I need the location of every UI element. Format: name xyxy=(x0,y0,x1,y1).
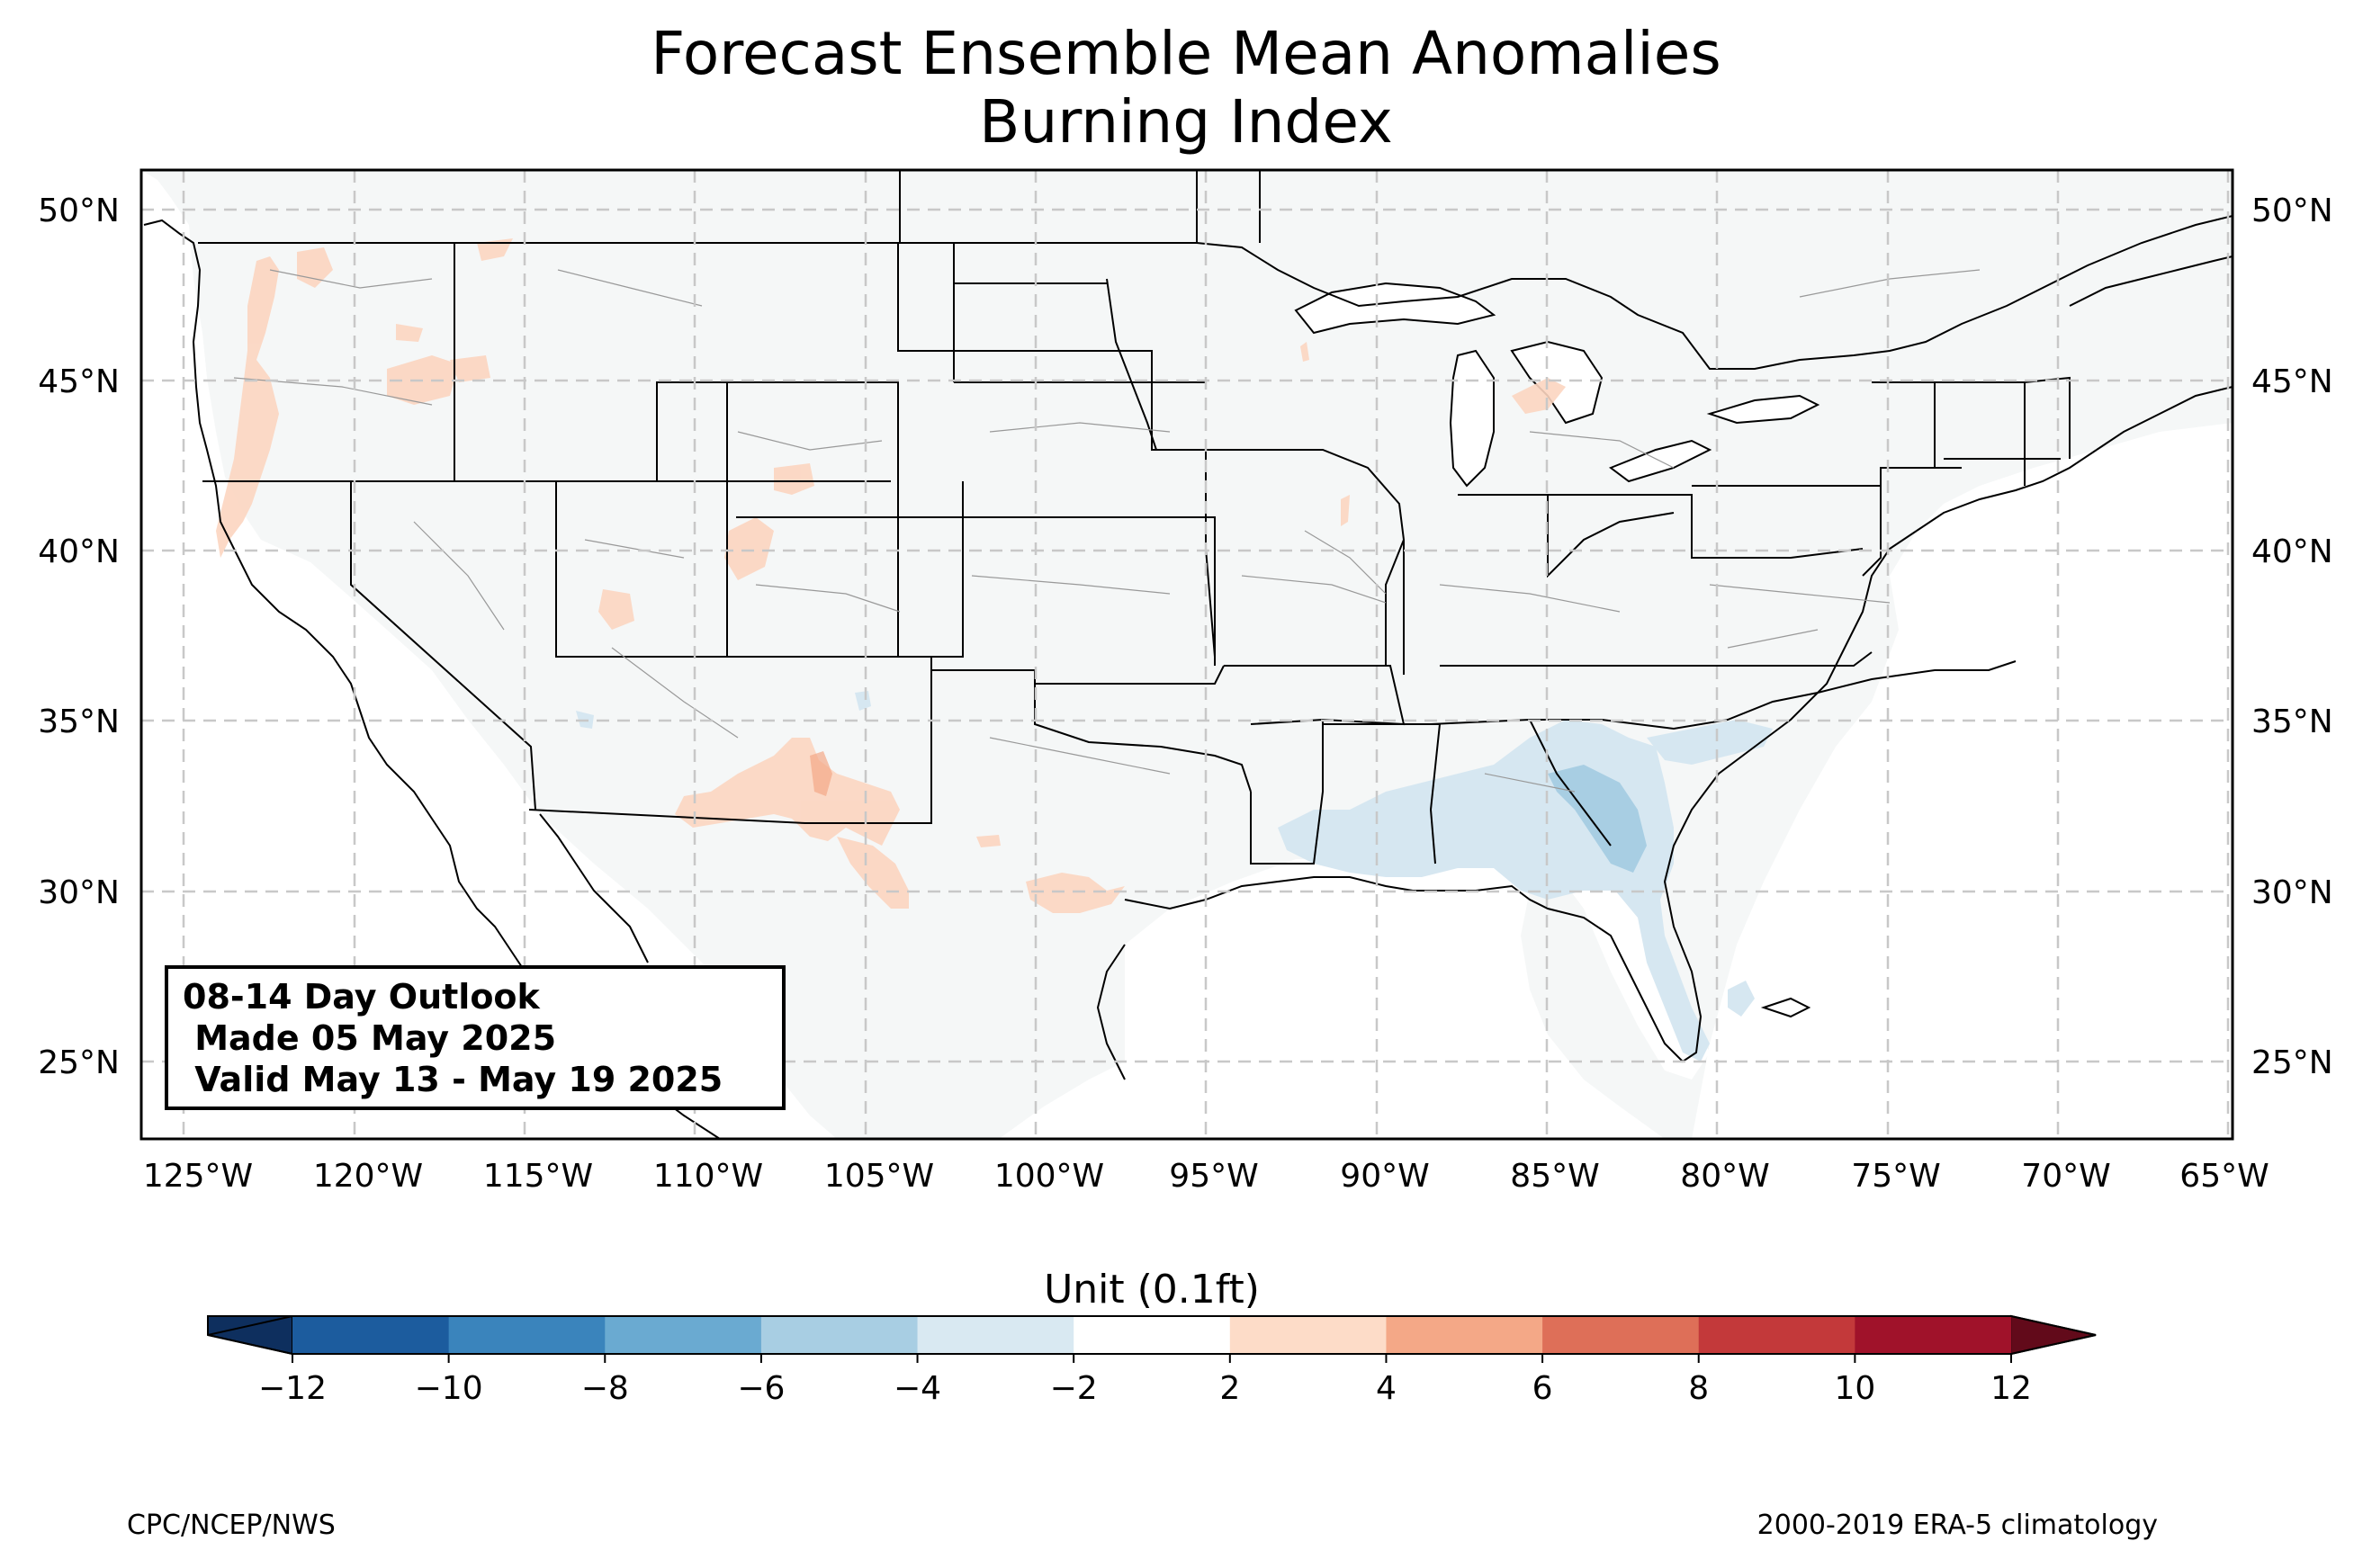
ocean-areas xyxy=(141,170,2233,1139)
lon-tick-label: 90°W xyxy=(1340,1158,1429,1195)
lat-tick-label: 45°N xyxy=(2251,363,2333,400)
lon-tick-label: 105°W xyxy=(824,1158,934,1195)
lon-tick-label: 100°W xyxy=(994,1158,1104,1195)
lat-tick-label: 35°N xyxy=(2251,703,2333,740)
colorbar-bin xyxy=(1855,1316,2012,1354)
colorbar-bin xyxy=(1386,1316,1543,1354)
lat-tick-label: 30°N xyxy=(2251,874,2333,911)
lat-tick-label: 50°N xyxy=(2251,193,2333,229)
colorbar-bin xyxy=(1698,1316,1855,1354)
colorbar-tick-label: 12 xyxy=(1990,1370,2032,1407)
lon-tick-label: 80°W xyxy=(1680,1158,1769,1195)
map-frame xyxy=(139,168,2234,1141)
colorbar-over-arrow xyxy=(2010,1314,2097,1356)
state-boundaries xyxy=(198,170,2233,865)
great-lakes xyxy=(1294,282,1820,488)
colorbar-tick-label: 4 xyxy=(1376,1370,1397,1407)
colorbar-tick-label: −2 xyxy=(1050,1370,1098,1407)
footer-climatology: 2000-2019 ERA-5 climatology xyxy=(1757,1510,2158,1541)
chart-subtitle: Burning Index xyxy=(979,87,1393,157)
outlook-made-date: Made 05 May 2025 xyxy=(183,1018,557,1058)
colorbar-bin xyxy=(917,1316,1074,1354)
lon-tick-label: 95°W xyxy=(1169,1158,1258,1195)
lon-tick-label: 115°W xyxy=(483,1158,593,1195)
lat-tick-label: 40°N xyxy=(2251,533,2333,570)
lat-tick-labels-left: 50°N 45°N 40°N 35°N 30°N 25°N xyxy=(38,193,120,1081)
positive-anomalies-strong xyxy=(810,751,832,796)
colorbar-tick-label: 10 xyxy=(1834,1370,1875,1407)
colorbar-bin xyxy=(1229,1316,1387,1354)
lat-tick-label: 35°N xyxy=(38,703,120,740)
colorbar: −12 −10 −8 −6 −4 −2 2 4 6 8 10 12 xyxy=(207,1314,2097,1407)
lat-tick-label: 50°N xyxy=(38,193,120,229)
outlook-valid-range: Valid May 13 - May 19 2025 xyxy=(183,1060,723,1099)
colorbar-outline xyxy=(207,1315,2097,1355)
colorbar-tick-label: −8 xyxy=(581,1370,629,1407)
colorbar-tick-label: −4 xyxy=(894,1370,941,1407)
colorbar-tick-label: 8 xyxy=(1688,1370,1709,1407)
lon-tick-label: 120°W xyxy=(313,1158,423,1195)
lat-tick-label: 25°N xyxy=(2251,1044,2333,1081)
outlook-period: 08-14 Day Outlook xyxy=(183,977,540,1017)
lat-tick-label: 30°N xyxy=(38,874,120,911)
colorbar-bin xyxy=(448,1316,606,1354)
colorbar-tick-label: −10 xyxy=(415,1370,483,1407)
lat-tick-label: 45°N xyxy=(38,363,120,400)
colorbar-bin xyxy=(760,1316,919,1354)
lon-tick-label: 75°W xyxy=(1851,1158,1940,1195)
chart-title: Forecast Ensemble Mean Anomalies xyxy=(651,19,1721,88)
outlook-info-box: 08-14 Day Outlook Made 05 May 2025 Valid… xyxy=(165,965,786,1110)
colorbar-bin xyxy=(292,1316,450,1354)
colorbar-tick-label: 6 xyxy=(1532,1370,1553,1407)
footer-source: CPC/NCEP/NWS xyxy=(127,1510,336,1541)
lon-tick-label: 85°W xyxy=(1510,1158,1599,1195)
lat-tick-label: 25°N xyxy=(38,1044,120,1081)
colorbar-bin xyxy=(1074,1316,1231,1354)
lon-tick-label: 70°W xyxy=(2021,1158,2110,1195)
colorbar-tick-label: −6 xyxy=(737,1370,785,1407)
colorbar-bin xyxy=(605,1316,762,1354)
colorbar-bin xyxy=(1542,1316,1700,1354)
lat-tick-labels-right: 50°N 45°N 40°N 35°N 30°N 25°N xyxy=(2251,193,2333,1081)
lon-tick-labels: 125°W 120°W 115°W 110°W 105°W 100°W 95°W… xyxy=(143,1158,2269,1195)
lat-tick-label: 40°N xyxy=(38,533,120,570)
colorbar-tick-label: 2 xyxy=(1219,1370,1240,1407)
lon-tick-label: 110°W xyxy=(653,1158,763,1195)
colorbar-under-arrow xyxy=(207,1315,293,1356)
lon-tick-label: 65°W xyxy=(2179,1158,2269,1195)
lon-tick-label: 125°W xyxy=(143,1158,253,1195)
colorbar-title: Unit (0.1ft) xyxy=(1044,1267,1260,1313)
colorbar-tick-label: −12 xyxy=(258,1370,327,1407)
